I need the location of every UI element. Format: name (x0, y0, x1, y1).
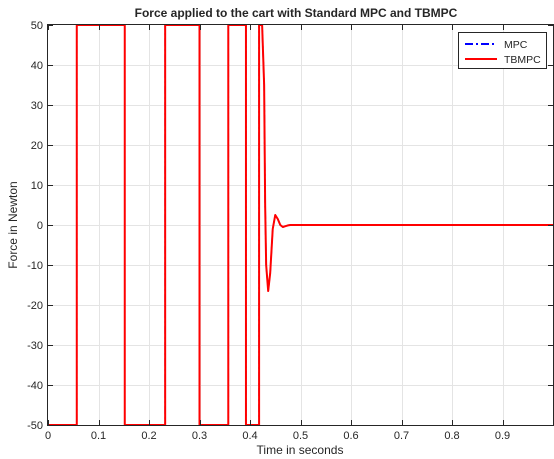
series-layer (48, 24, 553, 426)
tick-layer: 0 0.1 0.2 0.3 0.4 0.5 0.6 0.7 0.8 0.9 -50 -40 -30 -20… (27, 20, 553, 442)
legend-box (458, 32, 547, 69)
y-tick-label: 50 (31, 20, 43, 32)
series-line-tbmpc (48, 24, 553, 426)
legend-label-tbmpc: TBMPC (504, 54, 541, 66)
x-tick-label: 0.5 (293, 430, 308, 442)
y-tick-label: -40 (27, 380, 43, 392)
y-axis-label: Force in Newton (6, 181, 20, 268)
x-tick-label: 0.9 (495, 430, 510, 442)
y-tick-label: -50 (27, 420, 43, 432)
y-tick-label: 40 (31, 60, 43, 72)
x-tick-label: 0.8 (444, 430, 459, 442)
x-tick-label: 0.6 (343, 430, 358, 442)
x-tick-label: 0 (45, 430, 51, 442)
y-tick-label: 30 (31, 100, 43, 112)
x-axis-label: Time in seconds (257, 443, 344, 457)
x-tick-label: 0.3 (192, 430, 207, 442)
y-tick-label: 20 (31, 140, 43, 152)
y-tick-label: 10 (31, 180, 43, 192)
chart-title: Force applied to the cart with Standard … (135, 6, 458, 20)
x-tick-label: 0.2 (141, 430, 156, 442)
y-tick-label: -10 (27, 260, 43, 272)
y-tick-label: 0 (37, 220, 43, 232)
x-tick-label: 0.1 (91, 430, 106, 442)
x-tick-label: 0.4 (242, 430, 257, 442)
y-tick-label: -30 (27, 340, 43, 352)
legend: MPC TBMPC (458, 32, 547, 69)
x-tick-label: 0.7 (394, 430, 409, 442)
y-tick-label: -20 (27, 300, 43, 312)
legend-label-mpc: MPC (504, 39, 528, 51)
